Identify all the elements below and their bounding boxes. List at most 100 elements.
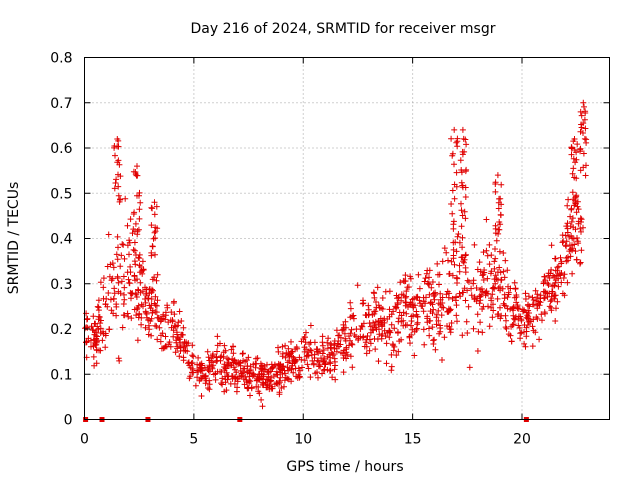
- grid-lines: [84, 57, 610, 420]
- data-point: [340, 369, 347, 376]
- spike-point: [134, 163, 140, 170]
- data-point: [254, 355, 261, 362]
- spike-point: [494, 172, 501, 179]
- data-point: [138, 321, 145, 328]
- spike-point: [578, 112, 585, 119]
- data-point: [132, 261, 139, 268]
- data-point: [390, 308, 397, 315]
- data-point: [337, 341, 344, 348]
- spike-point: [149, 243, 156, 250]
- data-point: [397, 279, 404, 286]
- data-point: [439, 357, 445, 363]
- data-point: [491, 258, 498, 265]
- data-point: [93, 347, 100, 354]
- data-point: [529, 301, 536, 308]
- data-point: [100, 284, 107, 291]
- spike-point: [135, 226, 142, 233]
- data-point: [518, 317, 525, 324]
- data-point: [413, 326, 420, 333]
- data-point: [391, 343, 398, 350]
- data-point: [210, 371, 217, 378]
- spike-point: [114, 233, 121, 240]
- data-point: [443, 249, 450, 256]
- data-point: [480, 277, 487, 283]
- data-point: [505, 289, 512, 296]
- data-point: [561, 271, 568, 278]
- data-point: [383, 360, 390, 367]
- spike-point: [458, 200, 464, 207]
- data-point: [479, 272, 486, 279]
- data-point: [209, 359, 216, 366]
- data-point: [489, 285, 496, 292]
- data-point: [133, 291, 140, 298]
- data-point: [574, 235, 580, 241]
- data-point: [105, 290, 112, 296]
- data-point: [427, 299, 434, 306]
- data-point: [508, 323, 515, 330]
- data-point: [189, 352, 196, 359]
- data-point: [446, 307, 453, 314]
- data-point: [367, 323, 374, 330]
- data-point: [567, 213, 574, 220]
- data-point: [334, 340, 341, 347]
- data-point: [148, 315, 155, 322]
- data-point: [511, 294, 518, 301]
- spike-point: [136, 255, 143, 262]
- x-axis-label: GPS time / hours: [286, 459, 403, 475]
- data-point: [426, 274, 432, 281]
- data-point: [435, 317, 442, 324]
- data-point: [365, 306, 372, 313]
- data-point: [569, 242, 575, 249]
- data-point: [459, 332, 466, 339]
- data-point: [301, 357, 308, 364]
- data-point: [376, 318, 382, 324]
- data-point: [483, 216, 490, 223]
- data-point: [463, 318, 470, 325]
- data-point: [204, 348, 211, 355]
- data-point: [102, 332, 109, 339]
- spike-point: [459, 126, 466, 133]
- spike-point: [453, 139, 460, 146]
- data-point: [274, 371, 281, 378]
- spike-point: [136, 206, 143, 213]
- spike-point: [577, 108, 584, 115]
- data-point: [90, 313, 97, 320]
- data-point: [370, 319, 377, 326]
- data-point: [497, 304, 503, 311]
- data-point: [178, 318, 185, 324]
- data-point: [476, 259, 483, 266]
- data-point: [99, 337, 106, 344]
- data-point: [438, 312, 445, 319]
- data-point: [170, 300, 177, 306]
- data-point: [340, 321, 347, 328]
- data-point: [276, 377, 283, 384]
- spike-point: [459, 254, 466, 261]
- data-point: [319, 342, 326, 349]
- data-point: [513, 299, 520, 306]
- data-point: [508, 338, 515, 345]
- data-point: [172, 323, 179, 330]
- data-point: [566, 248, 573, 255]
- data-point: [426, 267, 433, 274]
- spike-point: [450, 239, 457, 246]
- data-point: [504, 305, 511, 312]
- data-point: [111, 290, 118, 297]
- data-point: [528, 318, 534, 325]
- data-point: [178, 331, 184, 338]
- data-point: [167, 343, 174, 350]
- data-point: [138, 268, 145, 274]
- data-point: [347, 305, 354, 312]
- data-point: [214, 342, 221, 349]
- data-point: [206, 377, 213, 384]
- data-point: [445, 257, 451, 264]
- spike-point: [151, 199, 158, 206]
- data-point: [222, 373, 228, 380]
- spike-point: [154, 271, 161, 278]
- data-point: [295, 371, 302, 378]
- data-point: [209, 364, 216, 371]
- data-point: [301, 334, 308, 340]
- data-point: [125, 313, 132, 320]
- data-point: [435, 307, 442, 314]
- data-point: [379, 306, 386, 312]
- data-point: [232, 373, 239, 380]
